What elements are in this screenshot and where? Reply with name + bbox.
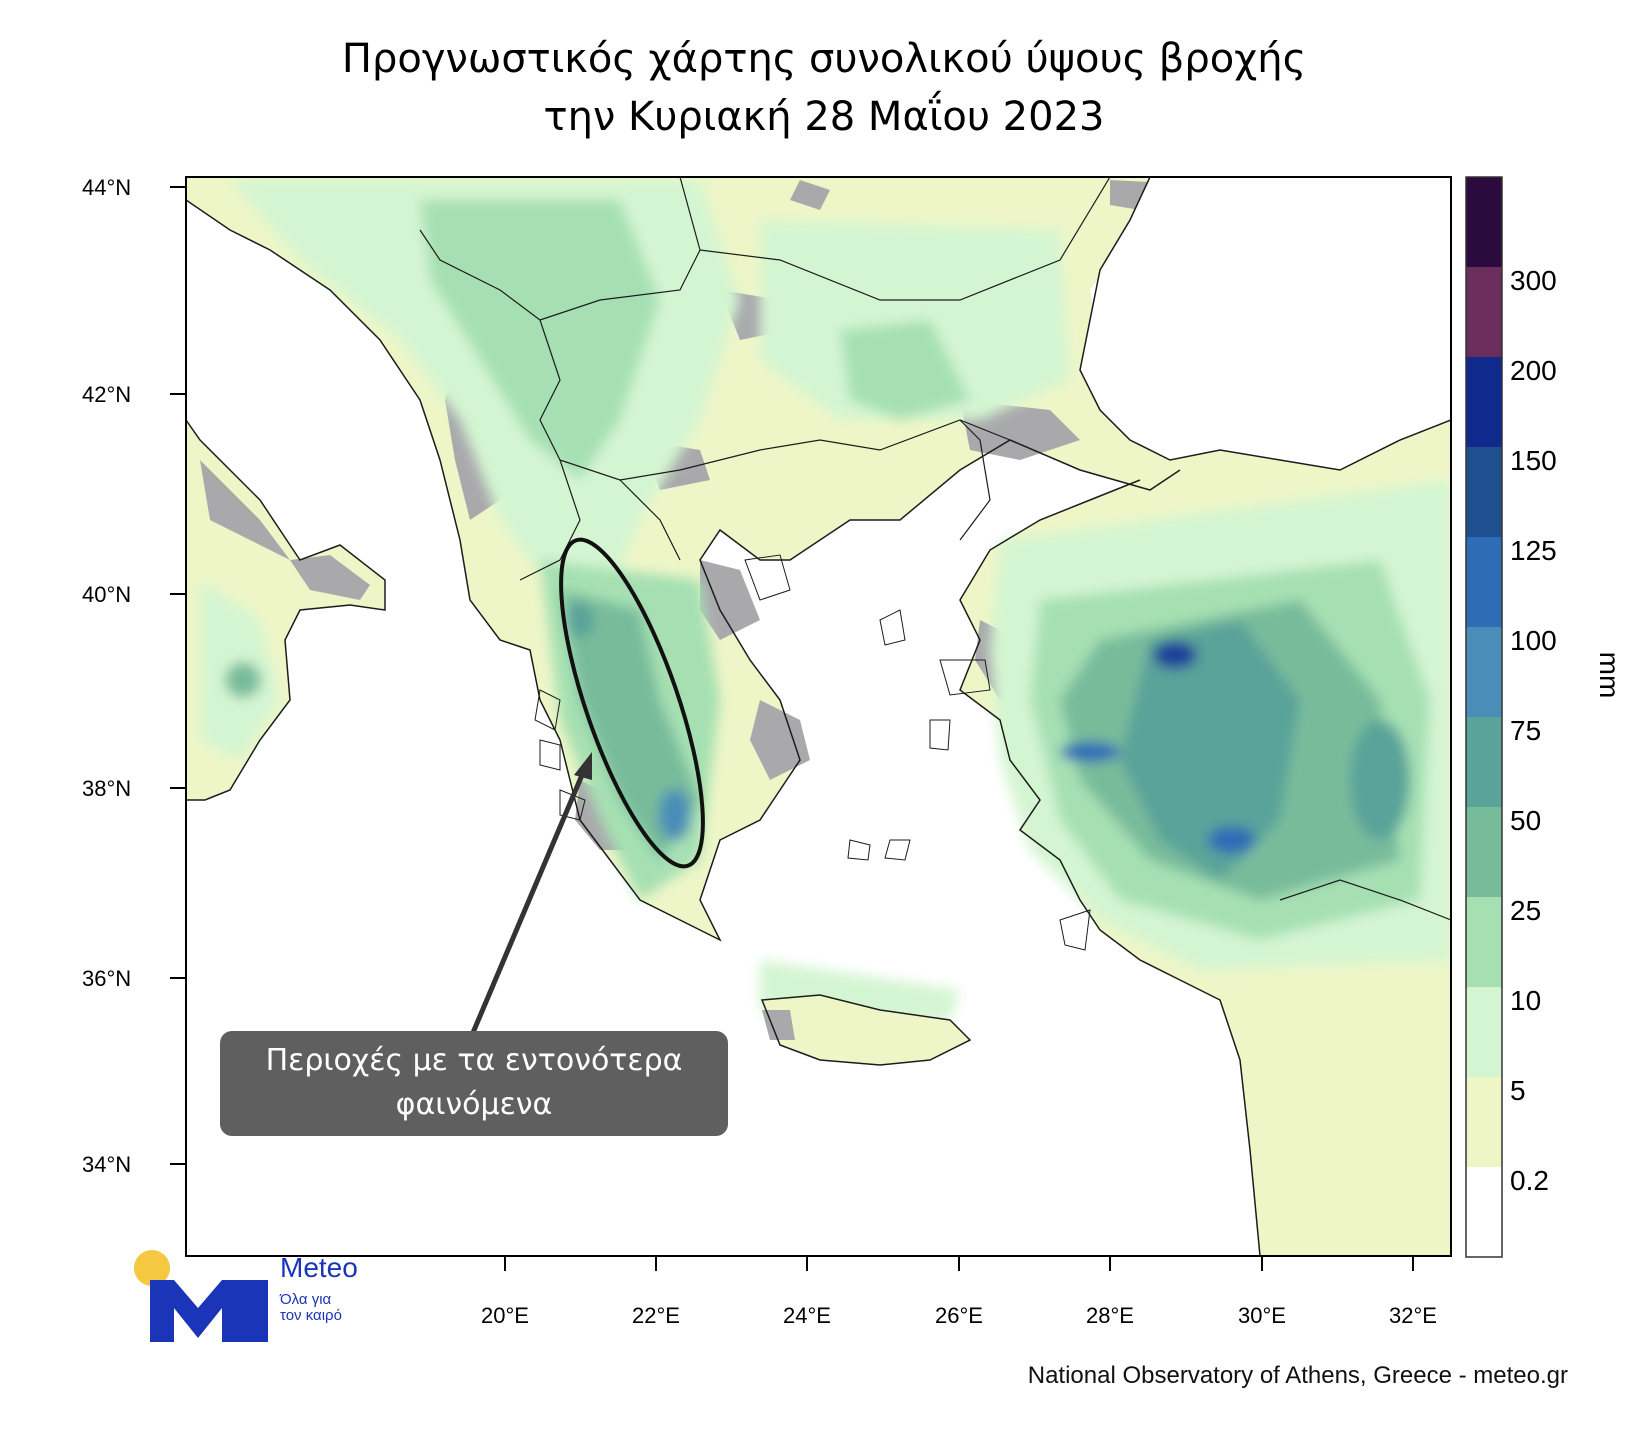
logo-m-icon bbox=[150, 1280, 268, 1342]
colorbar-label-300: 300 bbox=[1510, 265, 1557, 296]
colorbar-swatch bbox=[1466, 627, 1502, 718]
colorbar bbox=[1466, 177, 1502, 1258]
map-frame bbox=[185, 176, 1452, 1257]
colorbar-swatch bbox=[1466, 537, 1502, 628]
logo-brand: Meteo bbox=[280, 1252, 358, 1283]
colorbar-label-200: 200 bbox=[1510, 355, 1557, 386]
colorbar-label-10: 10 bbox=[1510, 985, 1541, 1016]
callout-line-1: Περιοχές με τα εντονότερα bbox=[265, 1043, 683, 1078]
lat-label-40: 40°N bbox=[82, 582, 131, 607]
colorbar-swatch bbox=[1466, 807, 1502, 898]
callout-box: Περιοχές με τα εντονότερα φαινόμενα bbox=[220, 1031, 728, 1136]
lon-label-20: 20°E bbox=[481, 1303, 529, 1328]
colorbar-swatch bbox=[1466, 987, 1502, 1078]
title-line-2: την Κυριακή 28 Μαΐου 2023 bbox=[543, 94, 1105, 140]
rain-field-anatolia bbox=[990, 480, 1451, 970]
coastlines bbox=[186, 177, 1451, 1256]
lat-axis: 44°N 42°N 40°N 38°N 36°N 34°N bbox=[82, 175, 186, 1177]
lat-label-38: 38°N bbox=[82, 776, 131, 801]
lon-label-24: 24°E bbox=[783, 1303, 831, 1328]
black-sea bbox=[1080, 177, 1451, 470]
callout-line-2: φαινόμενα bbox=[395, 1087, 553, 1122]
land-italy-gray bbox=[200, 460, 370, 600]
lat-label-42: 42°N bbox=[82, 382, 131, 407]
logo-tagline-line-2: τον καιρό bbox=[280, 1307, 342, 1324]
callout-arrow-head bbox=[574, 752, 592, 780]
colorbar-labels: 300 200 150 125 100 75 50 25 10 5 0.2 bbox=[1510, 265, 1557, 1196]
callout-arrow bbox=[469, 767, 588, 1036]
colorbar-swatch bbox=[1466, 357, 1502, 448]
highlight-ellipse bbox=[559, 537, 705, 869]
meteo-logo: Meteo Όλα για τον καιρό bbox=[128, 1250, 388, 1350]
colorbar-label-75: 75 bbox=[1510, 715, 1541, 746]
island-outlines bbox=[534, 554, 1091, 951]
colorbar-label-100: 100 bbox=[1510, 625, 1557, 656]
country-borders bbox=[419, 177, 1451, 921]
credit-text: National Observatory of Athens, Greece -… bbox=[1027, 1362, 1568, 1389]
lon-label-28: 28°E bbox=[1086, 1303, 1134, 1328]
lat-label-44: 44°N bbox=[82, 175, 131, 200]
colorbar-label-125: 125 bbox=[1510, 535, 1557, 566]
colorbar-label-5: 5 bbox=[1510, 1075, 1526, 1106]
meteo-logo-mark bbox=[134, 1250, 268, 1342]
logo-sun-icon bbox=[134, 1250, 170, 1286]
colorbar-swatch bbox=[1466, 177, 1502, 268]
colorbar-swatch bbox=[1466, 447, 1502, 538]
colorbar-label-25: 25 bbox=[1510, 895, 1541, 926]
colorbar-swatch bbox=[1466, 267, 1502, 358]
colorbar-label-50: 50 bbox=[1510, 805, 1541, 836]
map-canvas bbox=[186, 177, 1451, 1256]
logo-tagline-line-1: Όλα για bbox=[280, 1291, 332, 1308]
colorbar-unit: mm bbox=[1594, 652, 1625, 699]
land-crete-gray bbox=[762, 1010, 795, 1040]
lon-label-32: 32°E bbox=[1389, 1303, 1437, 1328]
title-line-1: Προγνωστικός χάρτης συνολικού ύψους βροχ… bbox=[341, 36, 1307, 82]
rain-field-balkans bbox=[200, 180, 1070, 1030]
logo-tagline: Όλα για τον καιρό bbox=[280, 1292, 380, 1324]
lat-label-34: 34°N bbox=[82, 1152, 131, 1177]
colorbar-swatch bbox=[1466, 1167, 1502, 1258]
land-crete bbox=[762, 995, 970, 1065]
lon-axis: 20°E 22°E 24°E 26°E 28°E 30°E 32°E bbox=[481, 1256, 1437, 1328]
colorbar-frame bbox=[1465, 176, 1503, 1258]
colorbar-swatch bbox=[1466, 717, 1502, 808]
colorbar-swatch bbox=[1466, 1077, 1502, 1168]
lon-label-22: 22°E bbox=[632, 1303, 680, 1328]
lat-label-36: 36°N bbox=[82, 966, 131, 991]
colorbar-label-0-2: 0.2 bbox=[1510, 1165, 1549, 1196]
lon-label-26: 26°E bbox=[935, 1303, 983, 1328]
colorbar-label-150: 150 bbox=[1510, 445, 1557, 476]
map-title: Προγνωστικός χάρτης συνολικού ύψους βροχ… bbox=[0, 30, 1648, 146]
lon-label-30: 30°E bbox=[1238, 1303, 1286, 1328]
colorbar-swatch bbox=[1466, 897, 1502, 988]
